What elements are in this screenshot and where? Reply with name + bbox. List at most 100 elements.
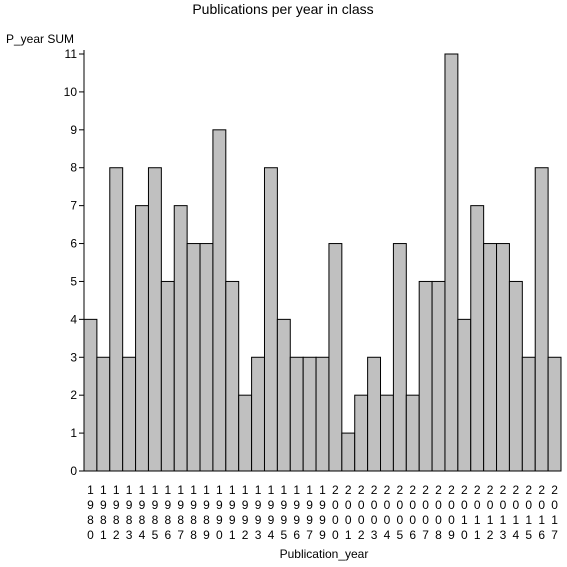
x-tick-digit: 0: [435, 513, 442, 527]
x-tick-digit: 9: [152, 498, 159, 512]
x-tick-digit: 5: [525, 528, 532, 542]
x-tick-digit: 1: [306, 483, 313, 497]
x-tick-digit: 1: [474, 513, 481, 527]
x-tick-digit: 2: [332, 483, 339, 497]
x-tick-digit: 9: [255, 498, 262, 512]
x-tick-digit: 0: [332, 528, 339, 542]
bar-1989: [199, 243, 214, 472]
y-tick-label: 11: [65, 47, 78, 61]
y-tick-label: 2: [70, 388, 77, 402]
x-tick-digit: 1: [255, 483, 262, 497]
x-tick-digit: 9: [164, 498, 171, 512]
bar-1985: [147, 167, 162, 472]
y-tick-label: 4: [70, 312, 77, 326]
x-tick-digit: 0: [332, 513, 339, 527]
bar-2016: [534, 167, 549, 472]
x-tick-digit: 1: [126, 483, 133, 497]
y-tick-label: 3: [70, 350, 77, 364]
y-tick-label: 5: [70, 274, 77, 288]
x-tick-digit: 2: [345, 483, 352, 497]
x-tick-digit: 2: [448, 483, 455, 497]
x-tick-digit: 6: [409, 528, 416, 542]
x-tick-digit: 1: [203, 483, 210, 497]
x-tick-digit: 9: [216, 498, 223, 512]
x-tick-digit: 9: [280, 498, 287, 512]
x-tick-digit: 1: [319, 483, 326, 497]
x-tick-digit: 9: [268, 498, 275, 512]
x-tick-digit: 9: [100, 498, 107, 512]
x-tick-digit: 9: [229, 513, 236, 527]
x-tick-digit: 9: [319, 498, 326, 512]
x-tick-digit: 2: [474, 483, 481, 497]
x-tick-digit: 2: [435, 483, 442, 497]
y-tick-label: 9: [70, 123, 77, 137]
x-tick-digit: 8: [435, 528, 442, 542]
x-tick-digit: 1: [87, 483, 94, 497]
x-tick-digit: 0: [461, 498, 468, 512]
bar-2011: [470, 205, 485, 472]
x-tick-digit: 8: [177, 513, 184, 527]
bar-2007: [418, 280, 433, 472]
x-tick-digit: 5: [397, 528, 404, 542]
x-tick-digit: 2: [113, 528, 120, 542]
x-tick-digit: 0: [448, 513, 455, 527]
x-tick-digit: 8: [87, 513, 94, 527]
x-tick-digit: 0: [409, 513, 416, 527]
x-tick-digit: 1: [268, 483, 275, 497]
x-tick-digit: 9: [306, 498, 313, 512]
x-tick-digit: 7: [422, 528, 429, 542]
x-tick-digit: 1: [461, 513, 468, 527]
x-tick-digit: 8: [152, 513, 159, 527]
x-tick-digit: 4: [513, 528, 520, 542]
bar-1996: [289, 356, 304, 472]
x-tick-digit: 0: [371, 498, 378, 512]
bar-2008: [431, 280, 446, 472]
bar-1993: [251, 356, 265, 472]
x-tick-digit: 9: [139, 498, 146, 512]
bar-1990: [212, 129, 227, 472]
bar-2006: [405, 394, 420, 472]
x-tick-digit: 3: [126, 528, 133, 542]
y-tick-label: 8: [70, 161, 77, 175]
x-tick-digit: 0: [513, 498, 520, 512]
x-tick-digit: 0: [409, 498, 416, 512]
x-tick-digit: 0: [500, 498, 507, 512]
x-tick-digit: 6: [164, 528, 171, 542]
x-tick-digit: 1: [113, 483, 120, 497]
x-tick-digit: 9: [216, 513, 223, 527]
x-tick-digit: 1: [513, 513, 520, 527]
bar-1986: [160, 280, 175, 472]
x-tick-digit: 1: [190, 483, 197, 497]
x-tick-digit: 1: [177, 483, 184, 497]
x-tick-digit: 0: [384, 513, 391, 527]
x-tick-digit: 9: [242, 513, 249, 527]
bar-1988: [186, 243, 201, 472]
y-axis-label: P_year SUM: [6, 32, 74, 46]
x-tick-digit: 0: [358, 498, 365, 512]
chart-title: Publications per year in class: [192, 1, 373, 17]
y-tick-label: 10: [64, 85, 78, 99]
x-tick-digit: 5: [280, 528, 287, 542]
x-tick-digit: 3: [500, 528, 507, 542]
x-tick-digit: 0: [358, 513, 365, 527]
bar-1994: [263, 167, 278, 472]
x-tick-digit: 1: [216, 483, 223, 497]
bar-1984: [135, 205, 149, 472]
x-tick-digit: 0: [538, 498, 545, 512]
x-tick-digit: 0: [487, 498, 494, 512]
bar-2004: [380, 394, 394, 472]
x-tick-digit: 9: [126, 498, 133, 512]
bar-1983: [122, 356, 137, 472]
